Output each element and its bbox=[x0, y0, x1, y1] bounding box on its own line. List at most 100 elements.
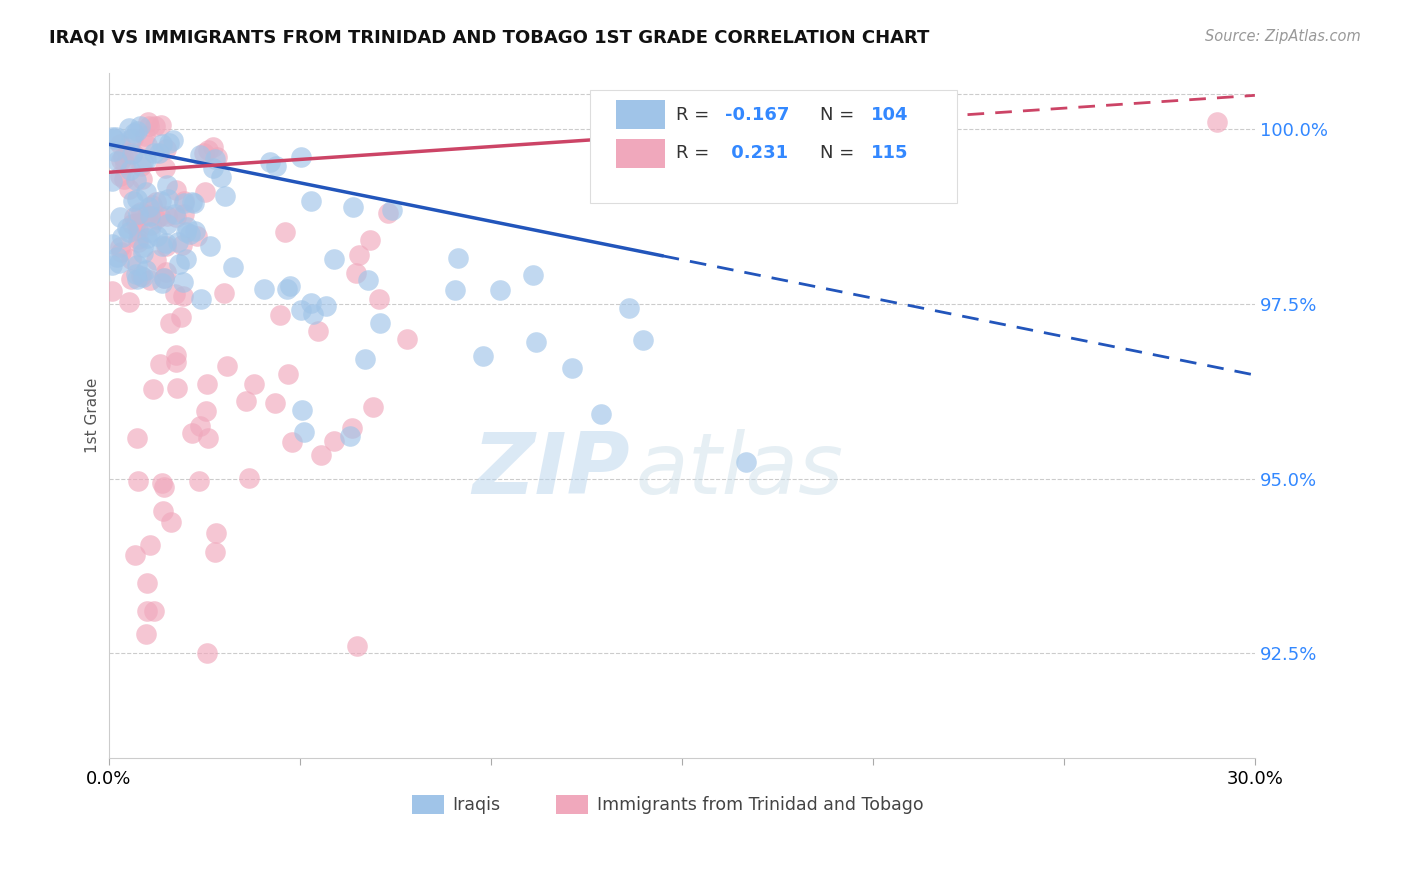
Point bbox=[128, 120, 150, 134]
Point bbox=[215, 359, 238, 374]
Point bbox=[111, 230, 134, 244]
Point bbox=[155, 265, 177, 279]
Point bbox=[165, 348, 187, 362]
Point bbox=[117, 120, 139, 135]
Point bbox=[120, 162, 142, 177]
Point bbox=[145, 253, 167, 268]
Point bbox=[139, 209, 162, 223]
Point bbox=[127, 207, 149, 221]
Point bbox=[127, 474, 149, 488]
Point bbox=[522, 268, 544, 282]
Point bbox=[101, 284, 124, 298]
Point bbox=[110, 244, 132, 259]
Point bbox=[115, 221, 138, 235]
Point bbox=[135, 137, 157, 152]
Point bbox=[153, 271, 176, 285]
Point bbox=[152, 504, 174, 518]
Point bbox=[104, 129, 127, 144]
Point bbox=[299, 194, 322, 209]
Point bbox=[380, 202, 402, 217]
Point bbox=[184, 224, 207, 238]
Point bbox=[111, 150, 134, 164]
Point bbox=[290, 303, 312, 318]
Point bbox=[122, 194, 145, 208]
Point bbox=[222, 260, 245, 275]
Point bbox=[315, 299, 337, 313]
Point bbox=[280, 279, 302, 293]
Point bbox=[159, 316, 181, 330]
Point bbox=[174, 252, 197, 267]
Point bbox=[135, 208, 157, 222]
Text: N =: N = bbox=[821, 106, 860, 124]
Point bbox=[489, 283, 512, 297]
Point bbox=[146, 229, 169, 244]
Point bbox=[129, 205, 152, 219]
Text: 115: 115 bbox=[870, 145, 908, 162]
Point bbox=[357, 273, 380, 287]
Point bbox=[108, 210, 131, 224]
Point bbox=[101, 174, 124, 188]
Point bbox=[165, 207, 187, 221]
Point bbox=[139, 219, 162, 233]
Point bbox=[142, 382, 165, 396]
Point bbox=[122, 145, 145, 160]
FancyBboxPatch shape bbox=[591, 90, 957, 203]
Point bbox=[135, 604, 157, 618]
Text: Iraqis: Iraqis bbox=[453, 796, 501, 814]
Point bbox=[188, 148, 211, 162]
Point bbox=[346, 640, 368, 654]
Point bbox=[135, 153, 157, 168]
Point bbox=[447, 251, 470, 265]
Point bbox=[103, 145, 125, 159]
Point bbox=[120, 252, 142, 267]
Bar bbox=[412, 796, 444, 814]
Point bbox=[131, 268, 153, 283]
Point bbox=[121, 146, 143, 161]
Point bbox=[204, 152, 226, 166]
Text: atlas: atlas bbox=[636, 429, 844, 512]
Point bbox=[339, 429, 361, 443]
Point bbox=[166, 235, 188, 250]
Point bbox=[156, 192, 179, 206]
Point bbox=[183, 195, 205, 210]
Point bbox=[110, 240, 132, 254]
Point bbox=[131, 172, 153, 186]
Point bbox=[266, 159, 288, 173]
Point bbox=[156, 217, 179, 231]
Point bbox=[125, 271, 148, 285]
Point bbox=[172, 289, 194, 303]
Point bbox=[155, 235, 177, 250]
Point bbox=[143, 119, 166, 133]
Point bbox=[150, 476, 173, 491]
Point bbox=[205, 150, 228, 164]
Point bbox=[115, 146, 138, 161]
Point bbox=[253, 282, 276, 296]
Point bbox=[125, 192, 148, 206]
Point bbox=[309, 448, 332, 462]
Point bbox=[101, 237, 124, 252]
Point bbox=[127, 232, 149, 246]
Point bbox=[149, 209, 172, 223]
Text: R =: R = bbox=[676, 106, 716, 124]
Text: IRAQI VS IMMIGRANTS FROM TRINIDAD AND TOBAGO 1ST GRADE CORRELATION CHART: IRAQI VS IMMIGRANTS FROM TRINIDAD AND TO… bbox=[49, 29, 929, 46]
Point bbox=[197, 376, 219, 391]
Point bbox=[342, 200, 364, 214]
Point bbox=[204, 526, 226, 541]
Point bbox=[121, 132, 143, 146]
Point bbox=[299, 296, 322, 310]
Point bbox=[138, 120, 160, 134]
Point bbox=[344, 266, 367, 280]
Point bbox=[101, 129, 124, 144]
Point bbox=[125, 268, 148, 282]
Point bbox=[172, 275, 194, 289]
Point bbox=[155, 239, 177, 253]
Point bbox=[127, 223, 149, 237]
Point bbox=[162, 133, 184, 147]
Point bbox=[118, 182, 141, 196]
Point bbox=[173, 196, 195, 211]
Point bbox=[138, 200, 160, 214]
Point bbox=[152, 239, 174, 253]
Point bbox=[444, 283, 467, 297]
Point bbox=[209, 170, 232, 185]
Point bbox=[121, 218, 143, 232]
